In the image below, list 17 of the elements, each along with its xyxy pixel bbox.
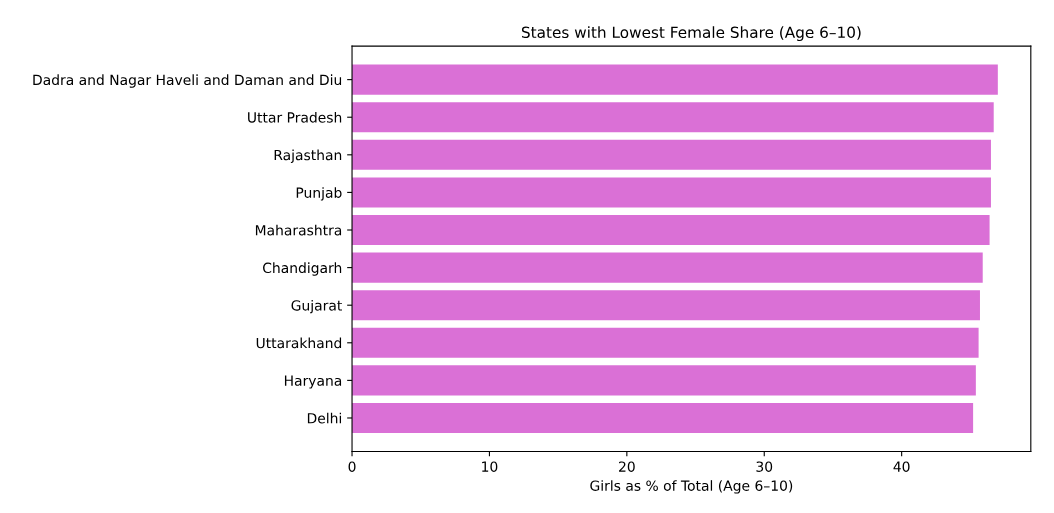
x-axis-title: Girls as % of Total (Age 6–10) [590,480,793,494]
x-tick-label: 10 [482,461,498,472]
x-tick-label: 40 [893,461,910,472]
y-tick-label: Maharashtra [255,224,342,236]
y-tick-label: Chandigarh [263,262,342,276]
y-tick-label: Uttar Pradesh [248,111,342,123]
x-tick-label: 20 [619,461,635,472]
chart-title: States with Lowest Female Share (Age 6–10) [521,26,861,42]
y-tick-label: Delhi [307,412,342,424]
x-tick-label: 30 [756,461,773,472]
y-tick-label: Gujarat [291,299,342,314]
y-tick-label: Dadra and Nagar Haveli and Daman and Diu [33,74,342,88]
x-tick-label: 0 [348,461,356,472]
y-tick-label: Punjab [296,187,342,201]
y-tick-label: Uttarakhand [256,337,342,349]
y-tick-label: Haryana [284,375,342,389]
y-tick-label: Rajasthan [274,149,342,163]
